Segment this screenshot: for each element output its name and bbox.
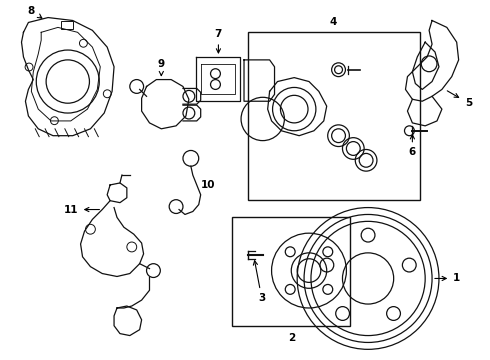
- Text: 7: 7: [215, 29, 222, 53]
- Text: 8: 8: [28, 6, 42, 18]
- Text: 10: 10: [201, 180, 215, 190]
- Text: 5: 5: [447, 91, 472, 108]
- Bar: [61, 21, 73, 30]
- Text: 6: 6: [409, 135, 416, 157]
- Text: 1: 1: [435, 274, 460, 283]
- Text: 2: 2: [288, 333, 295, 342]
- Text: 4: 4: [330, 18, 337, 27]
- Text: 11: 11: [64, 204, 99, 215]
- Text: 3: 3: [253, 261, 266, 303]
- Bar: [232, 217, 350, 326]
- Text: 9: 9: [158, 59, 165, 76]
- Bar: [248, 32, 420, 200]
